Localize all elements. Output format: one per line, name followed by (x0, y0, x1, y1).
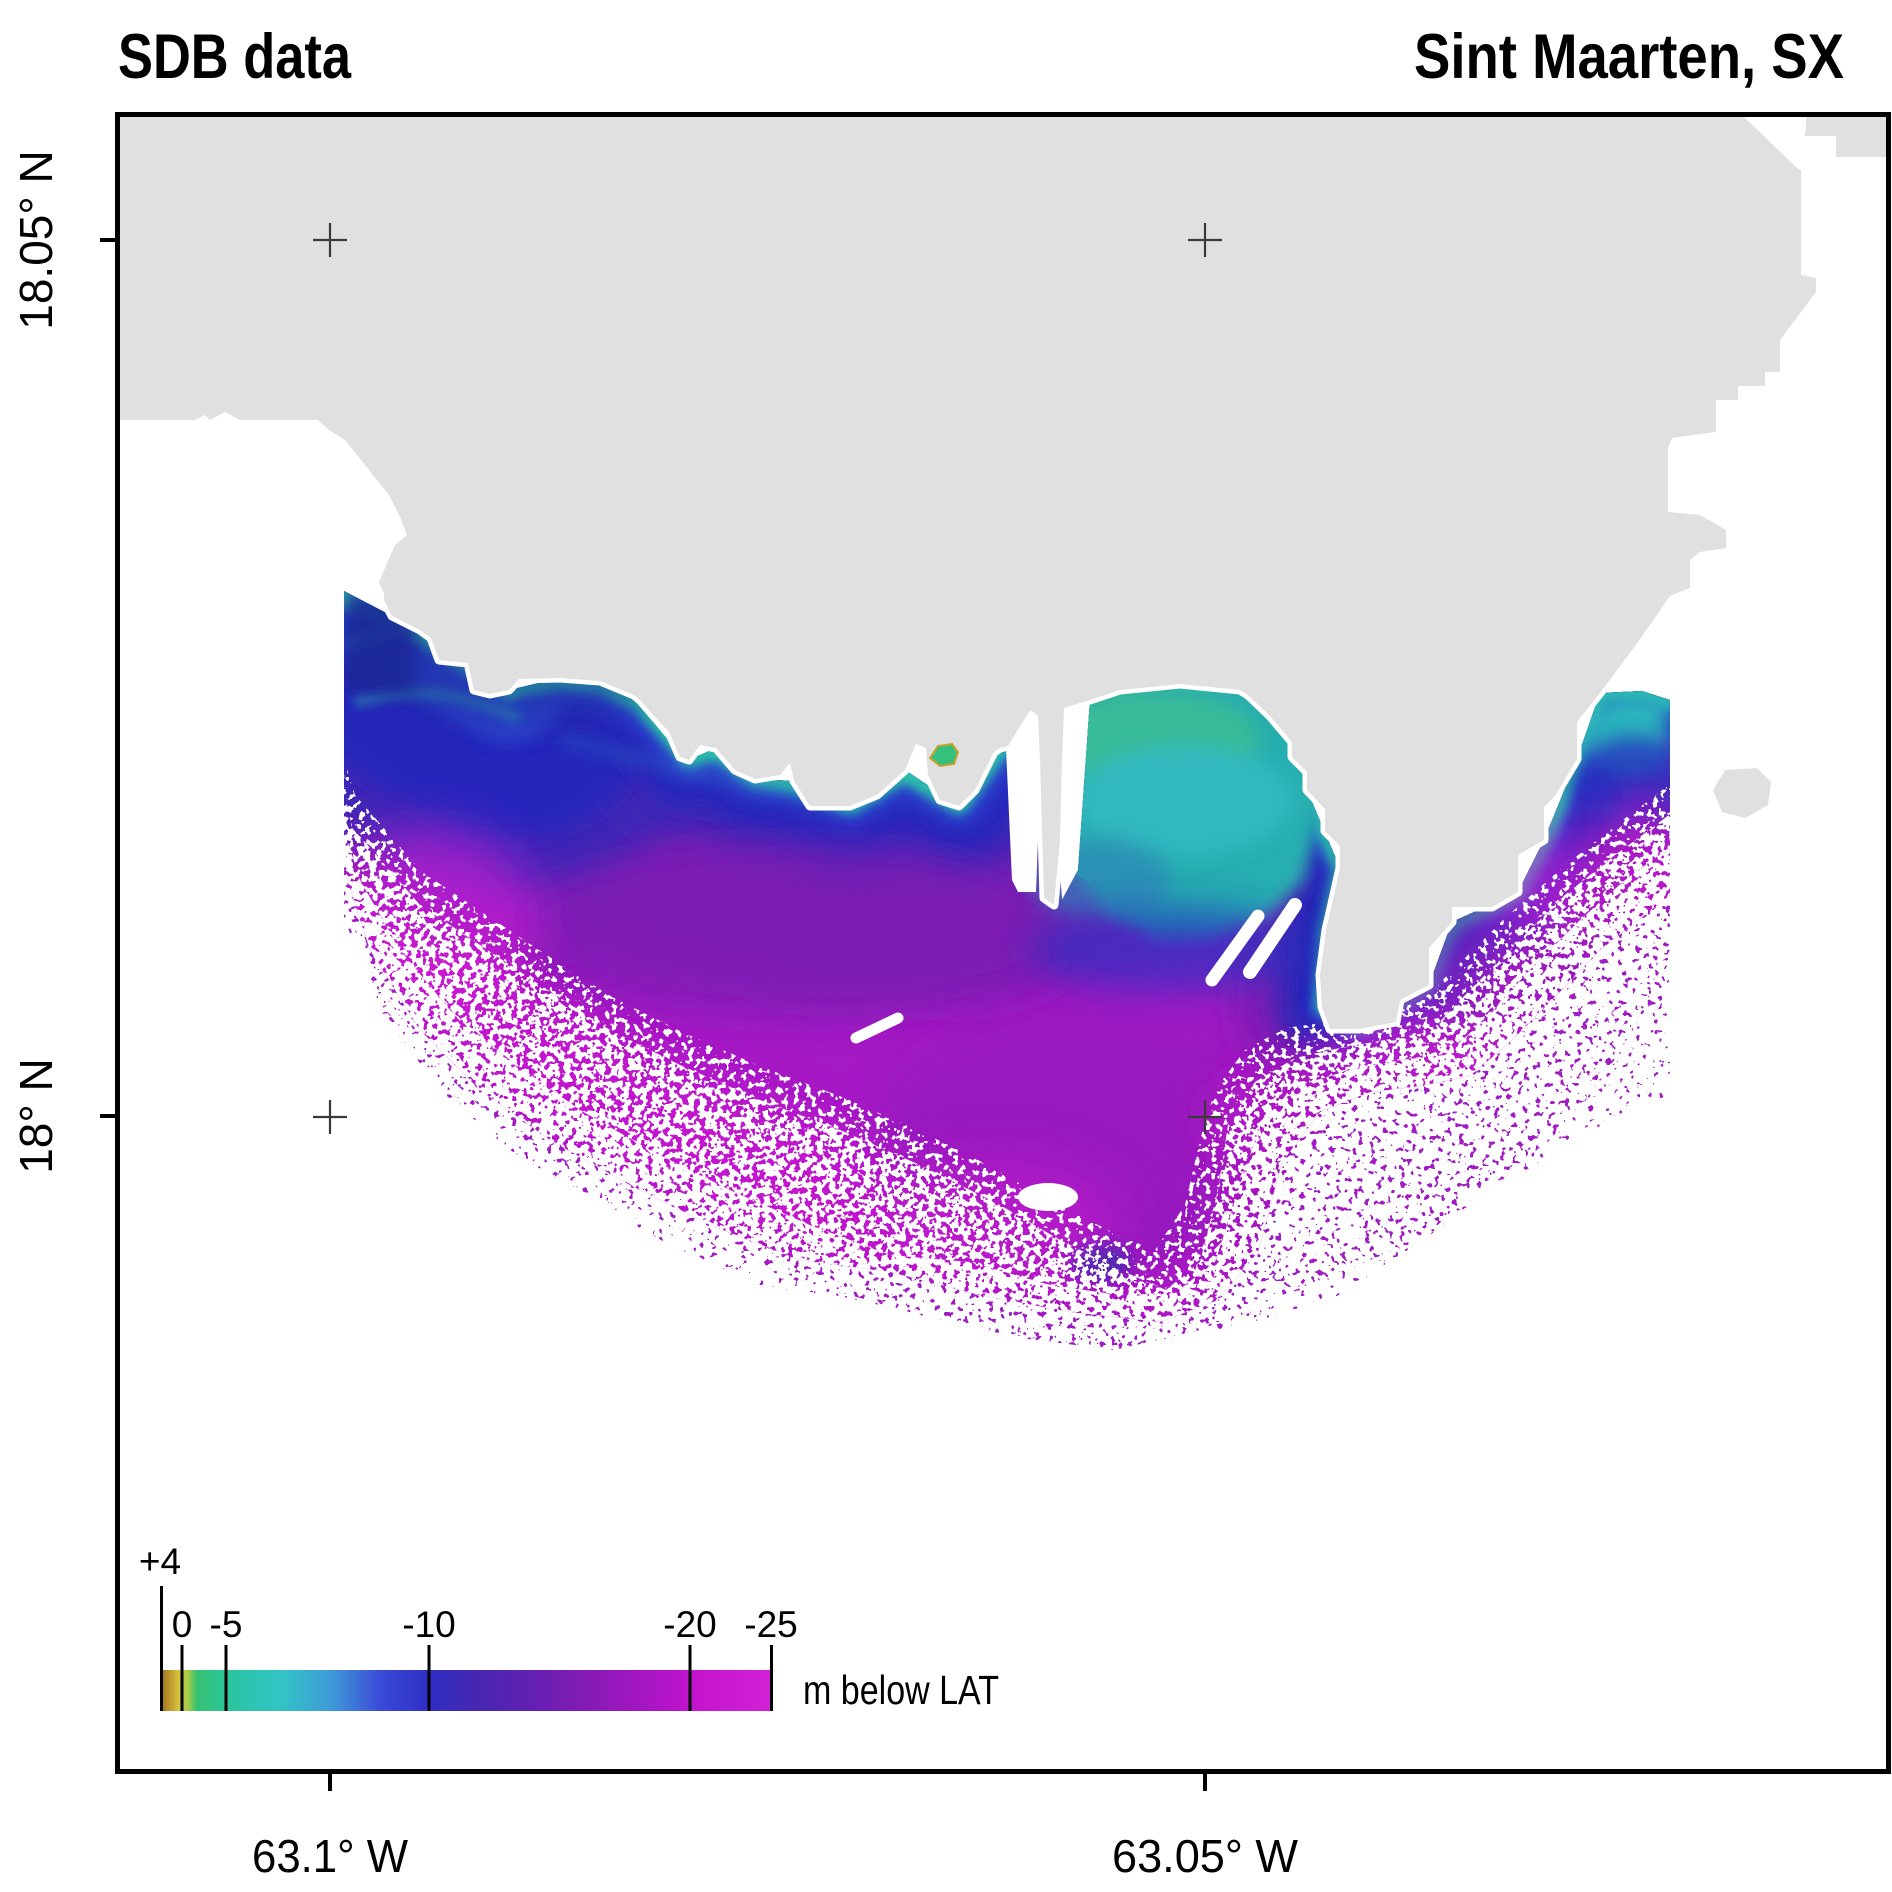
svg-text:-10: -10 (402, 1604, 455, 1645)
svg-text:m below LAT: m below LAT (803, 1667, 999, 1713)
svg-text:-5: -5 (210, 1604, 243, 1645)
svg-text:-25: -25 (744, 1604, 797, 1645)
svg-text:18° N: 18° N (10, 1058, 62, 1174)
svg-text:0: 0 (172, 1604, 193, 1645)
svg-text:63.05° W: 63.05° W (1112, 1830, 1299, 1882)
svg-text:Sint Maarten, SX: Sint Maarten, SX (1414, 22, 1844, 92)
svg-text:-20: -20 (663, 1604, 716, 1645)
svg-text:18.05° N: 18.05° N (10, 150, 62, 330)
svg-text:63.1° W: 63.1° W (252, 1830, 409, 1882)
svg-text:+4: +4 (139, 1541, 181, 1582)
svg-text:SDB data: SDB data (118, 22, 352, 92)
